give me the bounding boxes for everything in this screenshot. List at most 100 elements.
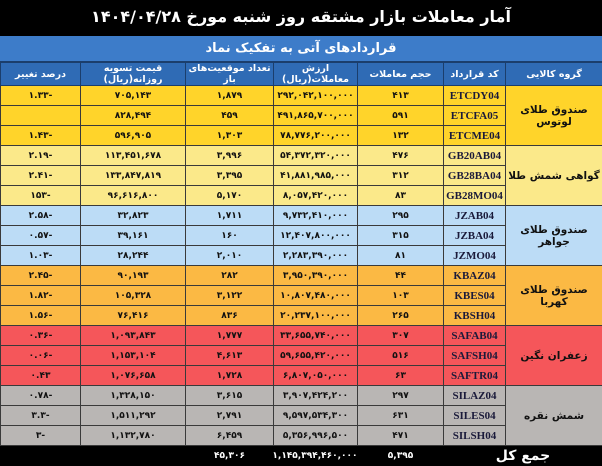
table-row: صندوق طلای کهربا KBAZ04 ۴۴ ۳,۹۵۰,۳۹۰,۰۰۰… (1, 266, 602, 286)
value-cell: ۲۹۲,۰۴۲,۱۰۰,۰۰۰ (274, 86, 358, 106)
group-name: صندوق طلای کهربا (506, 266, 602, 326)
volume-cell: ۵۹۱ (358, 106, 444, 126)
header-open-positions: تعداد موقعیت‌های باز (186, 63, 274, 86)
settlement-price-cell: ۱۳۳,۸۴۷,۸۱۹ (81, 166, 186, 186)
value-cell: ۲۰,۲۳۷,۱۰۰,۰۰۰ (274, 306, 358, 326)
settlement-price-cell: ۵۹۶,۹۰۵ (81, 126, 186, 146)
open-positions-cell: ۲۸۲ (186, 266, 274, 286)
contract-code: KBSH04 (444, 306, 506, 326)
change-pct-cell: ۰.۴۳ (1, 366, 81, 386)
group-name: صندوق طلای لوتوس (506, 86, 602, 146)
value-cell: ۵۴,۳۷۲,۳۲۰,۰۰۰ (274, 146, 358, 166)
volume-cell: ۳۱۵ (358, 226, 444, 246)
header-code: کد قرارداد (444, 63, 506, 86)
change-pct-cell: -۰.۵۷ (1, 226, 81, 246)
change-pct-cell: -۲.۴۵ (1, 266, 81, 286)
open-positions-cell: ۱,۳۰۳ (186, 126, 274, 146)
table-row: شمش نقره SILAZ04 ۲۹۷ ۳,۹۰۷,۴۲۴,۲۰۰ ۳,۶۱۵… (1, 386, 602, 406)
volume-cell: ۱۳۲ (358, 126, 444, 146)
change-pct-cell: -۰.۷۸ (1, 386, 81, 406)
open-positions-cell: ۱,۷۲۸ (186, 366, 274, 386)
header-volume: حجم معاملات (358, 63, 444, 86)
settlement-price-cell: ۹۰,۱۹۳ (81, 266, 186, 286)
value-cell: ۳۳,۶۵۵,۷۴۰,۰۰۰ (274, 326, 358, 346)
settlement-price-cell: ۱,۱۳۲,۷۸۰ (81, 426, 186, 446)
contract-code: SILAZ04 (444, 386, 506, 406)
page-title: آمار معاملات بازار مشتقه روز شنبه مورخ ۱… (0, 0, 602, 34)
change-pct-cell: -۱۵۳ (1, 186, 81, 206)
settlement-price-cell: ۱,۵۱۱,۲۹۲ (81, 406, 186, 426)
contract-code: ETCDY04 (444, 86, 506, 106)
open-positions-cell: ۸۳۶ (186, 306, 274, 326)
value-cell: ۳,۹۵۰,۳۹۰,۰۰۰ (274, 266, 358, 286)
group-name: زعفران نگین (506, 326, 602, 386)
change-pct-cell: -۳ (1, 426, 81, 446)
open-positions-cell: ۱,۷۱۱ (186, 206, 274, 226)
value-cell: ۵,۳۵۶,۹۹۶,۵۰۰ (274, 426, 358, 446)
volume-cell: ۴۷۱ (358, 426, 444, 446)
settlement-price-cell: ۸۲۸,۴۹۴ (81, 106, 186, 126)
settlement-price-cell: ۹۶,۶۱۶,۸۰۰ (81, 186, 186, 206)
settlement-price-cell: ۳۲,۸۲۳ (81, 206, 186, 226)
open-positions-cell: ۲,۰۱۰ (186, 246, 274, 266)
open-positions-cell: ۴,۶۱۳ (186, 346, 274, 366)
settlement-price-cell: ۱۰۵,۳۲۸ (81, 286, 186, 306)
open-positions-cell: ۴۵۹ (186, 106, 274, 126)
group-name: شمش نقره (506, 386, 602, 446)
value-cell: ۷۸,۷۷۶,۲۰۰,۰۰۰ (274, 126, 358, 146)
contract-code: GB20AB04 (444, 146, 506, 166)
change-pct-cell: -۰.۳۶ (1, 326, 81, 346)
contract-code: GB28MO04 (444, 186, 506, 206)
open-positions-cell: ۶,۴۵۹ (186, 426, 274, 446)
settlement-price-cell: ۱,۰۹۳,۸۴۳ (81, 326, 186, 346)
change-pct-cell: -۱.۸۲ (1, 286, 81, 306)
open-positions-cell: ۵,۱۷۰ (186, 186, 274, 206)
volume-cell: ۶۳ (358, 366, 444, 386)
value-cell: ۵۹,۶۵۵,۴۲۰,۰۰۰ (274, 346, 358, 366)
contract-code: KBES04 (444, 286, 506, 306)
volume-cell: ۲۶۵ (358, 306, 444, 326)
value-cell: ۱۰,۸۰۷,۴۸۰,۰۰۰ (274, 286, 358, 306)
open-positions-cell: ۳,۹۹۶ (186, 146, 274, 166)
value-cell: ۶,۸۰۷,۰۵۰,۰۰۰ (274, 366, 358, 386)
open-positions-cell: ۲,۷۹۱ (186, 406, 274, 426)
value-cell: ۲,۲۸۳,۳۹۰,۰۰۰ (274, 246, 358, 266)
contract-code: ETCME04 (444, 126, 506, 146)
settlement-price-cell: ۱,۰۷۶,۶۵۸ (81, 366, 186, 386)
table-row: صندوق طلای جواهر JZAB04 ۲۹۵ ۹,۷۳۲,۴۱۰,۰۰… (1, 206, 602, 226)
value-cell: ۹,۷۳۲,۴۱۰,۰۰۰ (274, 206, 358, 226)
open-positions-cell: ۱۶۰ (186, 226, 274, 246)
volume-cell: ۵۱۶ (358, 346, 444, 366)
open-positions-cell: ۱,۷۷۷ (186, 326, 274, 346)
contract-code: JZBA04 (444, 226, 506, 246)
contract-code: ETCFA05 (444, 106, 506, 126)
contract-code: SAFSH04 (444, 346, 506, 366)
contract-code: SAFAB04 (444, 326, 506, 346)
value-cell: ۱۲,۴۰۷,۸۰۰,۰۰۰ (274, 226, 358, 246)
header-group: گروه کالایی (506, 63, 602, 86)
contract-code: JZAB04 (444, 206, 506, 226)
contract-code: SILSH04 (444, 426, 506, 446)
table-row: زعفران نگین SAFAB04 ۳۰۷ ۳۳,۶۵۵,۷۴۰,۰۰۰ ۱… (1, 326, 602, 346)
contract-code: JZMO04 (444, 246, 506, 266)
volume-cell: ۶۳۱ (358, 406, 444, 426)
futures-table: گروه کالایی کد قرارداد حجم معاملات ارزش … (0, 62, 602, 466)
volume-cell: ۴۴ (358, 266, 444, 286)
settlement-price-cell: ۱۱۳,۴۵۱,۶۷۸ (81, 146, 186, 166)
open-positions-cell: ۳,۳۹۵ (186, 166, 274, 186)
settlement-price-cell: ۳۹,۱۶۱ (81, 226, 186, 246)
group-name: گواهی شمش طلا (506, 146, 602, 206)
value-cell: ۹,۵۹۷,۵۳۴,۳۰۰ (274, 406, 358, 426)
header-value: ارزش معاملات(ریال) (274, 63, 358, 86)
table-subtitle: قراردادهای آتی به تفکیک نماد (0, 36, 602, 62)
open-positions-cell: ۱,۸۷۹ (186, 86, 274, 106)
volume-cell: ۳۰۷ (358, 326, 444, 346)
header-change-pct: درصد تغییر (1, 63, 81, 86)
group-name: صندوق طلای جواهر (506, 206, 602, 266)
table-row: گواهی شمش طلا GB20AB04 ۴۷۶ ۵۴,۳۷۲,۳۲۰,۰۰… (1, 146, 602, 166)
value-cell: ۳,۹۰۷,۴۲۴,۲۰۰ (274, 386, 358, 406)
header-row: گروه کالایی کد قرارداد حجم معاملات ارزش … (1, 63, 602, 86)
value-cell: ۴۱,۸۸۱,۹۸۵,۰۰۰ (274, 166, 358, 186)
header-settlement-price: قیمت تسویه روزانه(ریال) (81, 63, 186, 86)
value-cell: ۴۹۱,۸۶۵,۷۰۰,۰۰۰ (274, 106, 358, 126)
